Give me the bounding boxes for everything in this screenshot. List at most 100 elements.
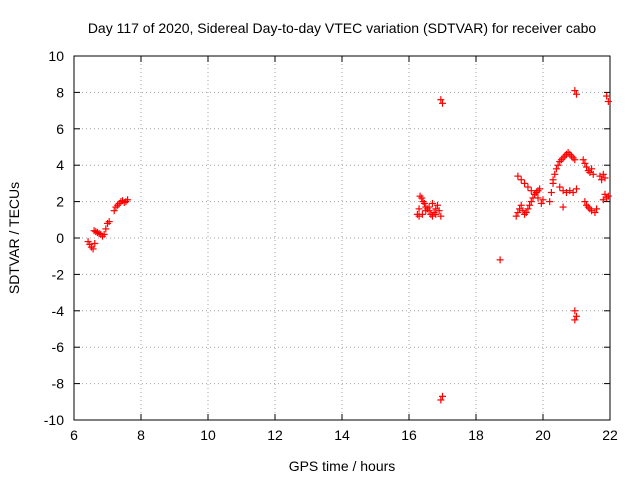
data-point: [584, 203, 592, 211]
data-point: [586, 205, 594, 213]
grid-lines: [74, 56, 610, 420]
data-point: [512, 212, 520, 220]
data-point: [435, 207, 443, 215]
data-point: [539, 196, 547, 204]
data-point: [559, 154, 567, 162]
data-point: [100, 230, 108, 238]
data-point: [534, 187, 542, 195]
x-tick-label: 16: [401, 427, 417, 443]
data-point: [547, 189, 555, 196]
data-point: [583, 163, 591, 171]
data-point: [93, 229, 101, 237]
data-point: [110, 207, 118, 215]
data-point: [415, 212, 423, 220]
data-point: [527, 198, 535, 206]
y-tick-label: 0: [56, 230, 64, 246]
data-point: [569, 189, 577, 196]
y-tick-label: 6: [56, 121, 64, 137]
data-point: [593, 205, 601, 213]
x-axis-label: GPS time / hours: [289, 458, 396, 474]
data-point: [425, 203, 433, 211]
data-point: [588, 165, 596, 173]
data-point: [531, 190, 539, 198]
data-point: [603, 92, 611, 100]
data-point: [521, 210, 529, 218]
data-point: [599, 196, 607, 204]
data-point: [581, 159, 589, 167]
data-point: [516, 205, 524, 213]
y-tick-label: -8: [52, 376, 65, 392]
data-point: [562, 189, 570, 196]
data-point: [549, 176, 557, 184]
data-point: [559, 187, 567, 195]
data-point: [551, 170, 559, 178]
data-point: [102, 225, 110, 233]
data-point: [91, 239, 99, 247]
x-axis-ticks: 6 8 10 12 14 16 18 20 22: [70, 56, 618, 443]
data-point: [439, 99, 446, 107]
data-point: [428, 199, 436, 207]
data-point: [517, 176, 525, 184]
data-point: [524, 183, 532, 191]
data-point: [573, 312, 580, 320]
x-tick-label: 14: [334, 427, 350, 443]
data-point: [517, 201, 525, 209]
y-tick-label: 2: [56, 194, 64, 210]
data-point: [114, 201, 122, 209]
data-point: [418, 210, 426, 218]
data-point: [496, 256, 504, 264]
data-point: [526, 201, 534, 209]
y-axis-label: SDTVAR / TECUs: [6, 182, 22, 294]
data-point: [579, 156, 587, 164]
data-point: [589, 170, 597, 178]
data-point: [437, 96, 445, 104]
y-axis-ticks: -10 -8 -6 -4 -2 0 2 4 6 8 10: [44, 48, 610, 428]
data-point: [583, 201, 591, 209]
y-tick-label: -10: [44, 412, 64, 428]
data-point: [534, 194, 542, 202]
data-point: [571, 156, 579, 164]
y-tick-label: 10: [48, 48, 64, 64]
data-point: [603, 194, 611, 202]
y-tick-label: 4: [56, 157, 64, 173]
data-point: [591, 209, 599, 217]
data-point: [514, 209, 522, 217]
data-point: [519, 207, 527, 215]
y-tick-label: -2: [52, 266, 65, 282]
data-point: [124, 196, 132, 204]
data-point: [596, 172, 604, 180]
y-tick-label: -4: [52, 303, 65, 319]
y-tick-label: -6: [52, 339, 65, 355]
x-tick-label: 10: [200, 427, 216, 443]
data-point: [432, 210, 440, 218]
data-point: [532, 189, 540, 196]
data-point: [521, 179, 529, 187]
data-point: [89, 245, 97, 253]
data-point: [598, 176, 606, 184]
data-point: [437, 396, 445, 404]
data-point: [112, 203, 120, 211]
data-point: [433, 201, 441, 209]
data-point: [571, 316, 579, 324]
data-point: [601, 190, 609, 198]
data-point: [573, 90, 580, 98]
data-point: [546, 198, 554, 206]
data-point: [122, 198, 130, 206]
data-point: [418, 194, 426, 202]
data-points: [84, 87, 612, 404]
data-point: [581, 198, 589, 206]
data-point: [566, 150, 574, 158]
data-point: [564, 148, 572, 156]
data-point: [571, 87, 579, 95]
data-point: [527, 187, 535, 195]
data-point: [567, 152, 575, 160]
data-point: [430, 209, 438, 217]
data-point: [559, 203, 567, 211]
x-tick-label: 6: [70, 427, 78, 443]
data-point: [566, 187, 574, 195]
y-tick-label: 8: [56, 84, 64, 100]
data-point: [586, 168, 594, 176]
data-point: [104, 219, 111, 227]
data-point: [420, 199, 428, 207]
data-point: [536, 185, 544, 193]
